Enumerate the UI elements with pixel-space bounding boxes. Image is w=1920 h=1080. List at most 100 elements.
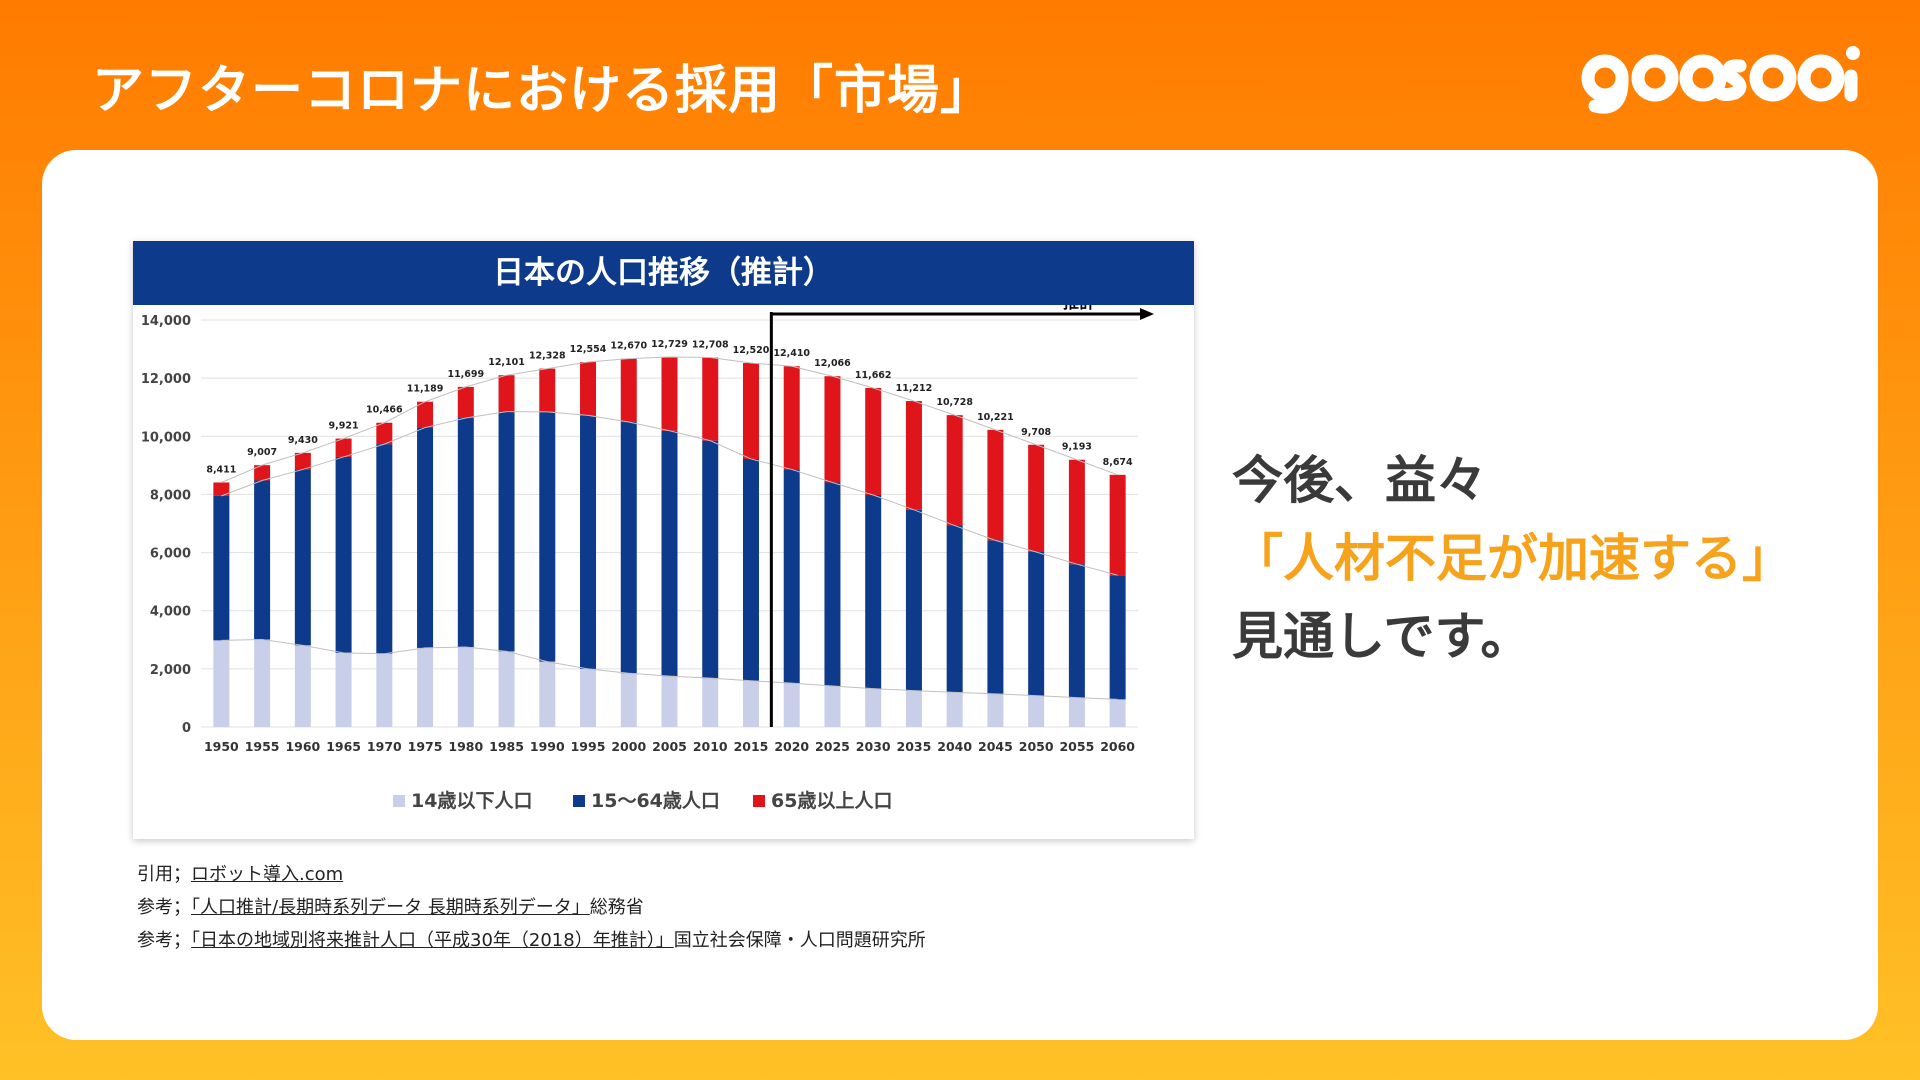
- bar-segment: [1109, 575, 1126, 700]
- data-label: 9,193: [1062, 442, 1092, 453]
- y-tick-label: 12,000: [141, 372, 191, 387]
- bar-segment: [1028, 695, 1045, 727]
- population-chart: 日本の人口推移（推計） 0 2,000 4,000 6,000 8,000 10,000 1…: [133, 241, 1194, 839]
- source-prefix: 参考；: [137, 897, 191, 918]
- data-label: 12,410: [773, 348, 810, 359]
- bar-segment: [702, 678, 719, 727]
- message-line-1: 今後、益々: [1232, 452, 1488, 511]
- bar-segment: [742, 458, 759, 681]
- key-message: 今後、益々 「人材不足が加速する」 見通しです。: [1232, 443, 1872, 677]
- bar-segment: [661, 430, 678, 677]
- bar-segment: [865, 495, 882, 689]
- x-tick-label: 2000: [611, 739, 646, 754]
- bar-segment: [742, 680, 759, 727]
- source-list: 引用；ロボット導入.com 参考；「人口推計/長期時系列データ 長期時系列データ…: [137, 858, 926, 957]
- data-label: 9,921: [329, 421, 359, 432]
- x-tick-label: 1985: [489, 739, 524, 754]
- data-label: 10,221: [977, 412, 1014, 423]
- bar-segment: [1068, 564, 1085, 698]
- legend-swatch: [573, 795, 585, 807]
- trend-line: [221, 356, 1118, 483]
- x-tick-label: 2045: [978, 739, 1013, 754]
- data-label: 11,189: [407, 384, 444, 395]
- data-label: 8,411: [206, 464, 236, 475]
- bar-segment: [457, 417, 474, 648]
- bar-segment: [1109, 474, 1126, 576]
- bar-segment: [539, 661, 556, 727]
- x-tick-label: 1960: [285, 739, 320, 754]
- bar-segment: [905, 690, 922, 727]
- bar-segment: [335, 438, 352, 457]
- bar-segment: [417, 427, 434, 648]
- legend-label: 15〜64歳人口: [591, 790, 720, 812]
- x-tick-label: 1955: [245, 739, 280, 754]
- bar-segment: [254, 465, 271, 481]
- bar-segment: [1109, 699, 1126, 727]
- trend-line: [221, 411, 1118, 576]
- source-link[interactable]: 「日本の地域別将来推計人口（平成30年（2018）年推計）」: [191, 930, 674, 951]
- bar-segment: [783, 469, 800, 684]
- data-label: 12,708: [692, 340, 729, 351]
- bar-segment: [905, 509, 922, 691]
- data-label: 12,066: [814, 358, 851, 369]
- source-link[interactable]: 「人口推計/長期時系列データ 長期時系列データ」: [191, 897, 590, 918]
- data-label: 12,670: [610, 341, 647, 352]
- bar-segment: [294, 452, 311, 470]
- source-prefix: 引用；: [137, 864, 191, 885]
- bar-segment: [987, 540, 1004, 694]
- data-label: 12,729: [651, 339, 688, 350]
- bar-segment: [213, 482, 230, 496]
- bar-segment: [702, 357, 719, 441]
- x-tick-label: 1980: [448, 739, 483, 754]
- bar-segment: [213, 495, 230, 641]
- bar-segment: [417, 401, 434, 428]
- projection-label: 推計: [1063, 305, 1095, 312]
- data-label: 9,007: [247, 447, 277, 458]
- bar-segment: [905, 401, 922, 510]
- x-tick-label: 2025: [815, 739, 850, 754]
- data-label: 9,708: [1021, 427, 1051, 438]
- x-tick-label: 2015: [734, 739, 769, 754]
- bar-segment: [783, 683, 800, 727]
- bar-segment: [1068, 459, 1085, 565]
- bar-segment: [335, 456, 352, 653]
- data-label: 9,430: [288, 435, 318, 446]
- y-tick-label: 4,000: [150, 605, 191, 620]
- y-tick-label: 14,000: [141, 314, 191, 329]
- bar-segment: [376, 653, 393, 727]
- bar-segment: [254, 639, 271, 727]
- bar-segment: [824, 482, 841, 687]
- x-tick-label: 1970: [367, 739, 402, 754]
- brand-logo: [1581, 46, 1860, 114]
- bar-segment: [376, 444, 393, 654]
- y-tick-label: 0: [182, 721, 191, 736]
- bar-segment: [498, 375, 515, 412]
- source-line: 参考；「日本の地域別将来推計人口（平成30年（2018）年推計）」国立社会保障・…: [137, 924, 926, 957]
- legend-swatch: [393, 795, 405, 807]
- x-tick-label: 2060: [1100, 739, 1135, 754]
- y-tick-label: 2,000: [150, 663, 191, 678]
- bar-segment: [661, 356, 678, 431]
- legend-swatch: [753, 795, 765, 807]
- data-label: 12,328: [529, 351, 566, 362]
- data-label: 10,728: [936, 397, 973, 408]
- bar-segment: [824, 376, 841, 483]
- x-tick-label: 2005: [652, 739, 687, 754]
- bar-segment: [1028, 551, 1045, 696]
- x-tick-label: 1950: [204, 739, 239, 754]
- source-link[interactable]: ロボット導入.com: [191, 864, 344, 885]
- y-tick-label: 6,000: [150, 547, 191, 562]
- bar-segment: [376, 422, 393, 445]
- bar-segment: [620, 673, 637, 727]
- source-prefix: 参考；: [137, 930, 191, 951]
- legend-label: 65歳以上人口: [771, 790, 892, 812]
- x-tick-label: 2020: [774, 739, 809, 754]
- x-tick-label: 2040: [937, 739, 972, 754]
- source-line: 参考；「人口推計/長期時系列データ 長期時系列データ」総務省: [137, 891, 926, 924]
- trend-line: [221, 638, 1118, 700]
- bar-segment: [620, 358, 637, 423]
- bar-segment: [254, 480, 271, 640]
- data-label: 11,662: [855, 370, 892, 381]
- bar-segment: [987, 429, 1004, 541]
- y-tick-label: 10,000: [141, 430, 191, 445]
